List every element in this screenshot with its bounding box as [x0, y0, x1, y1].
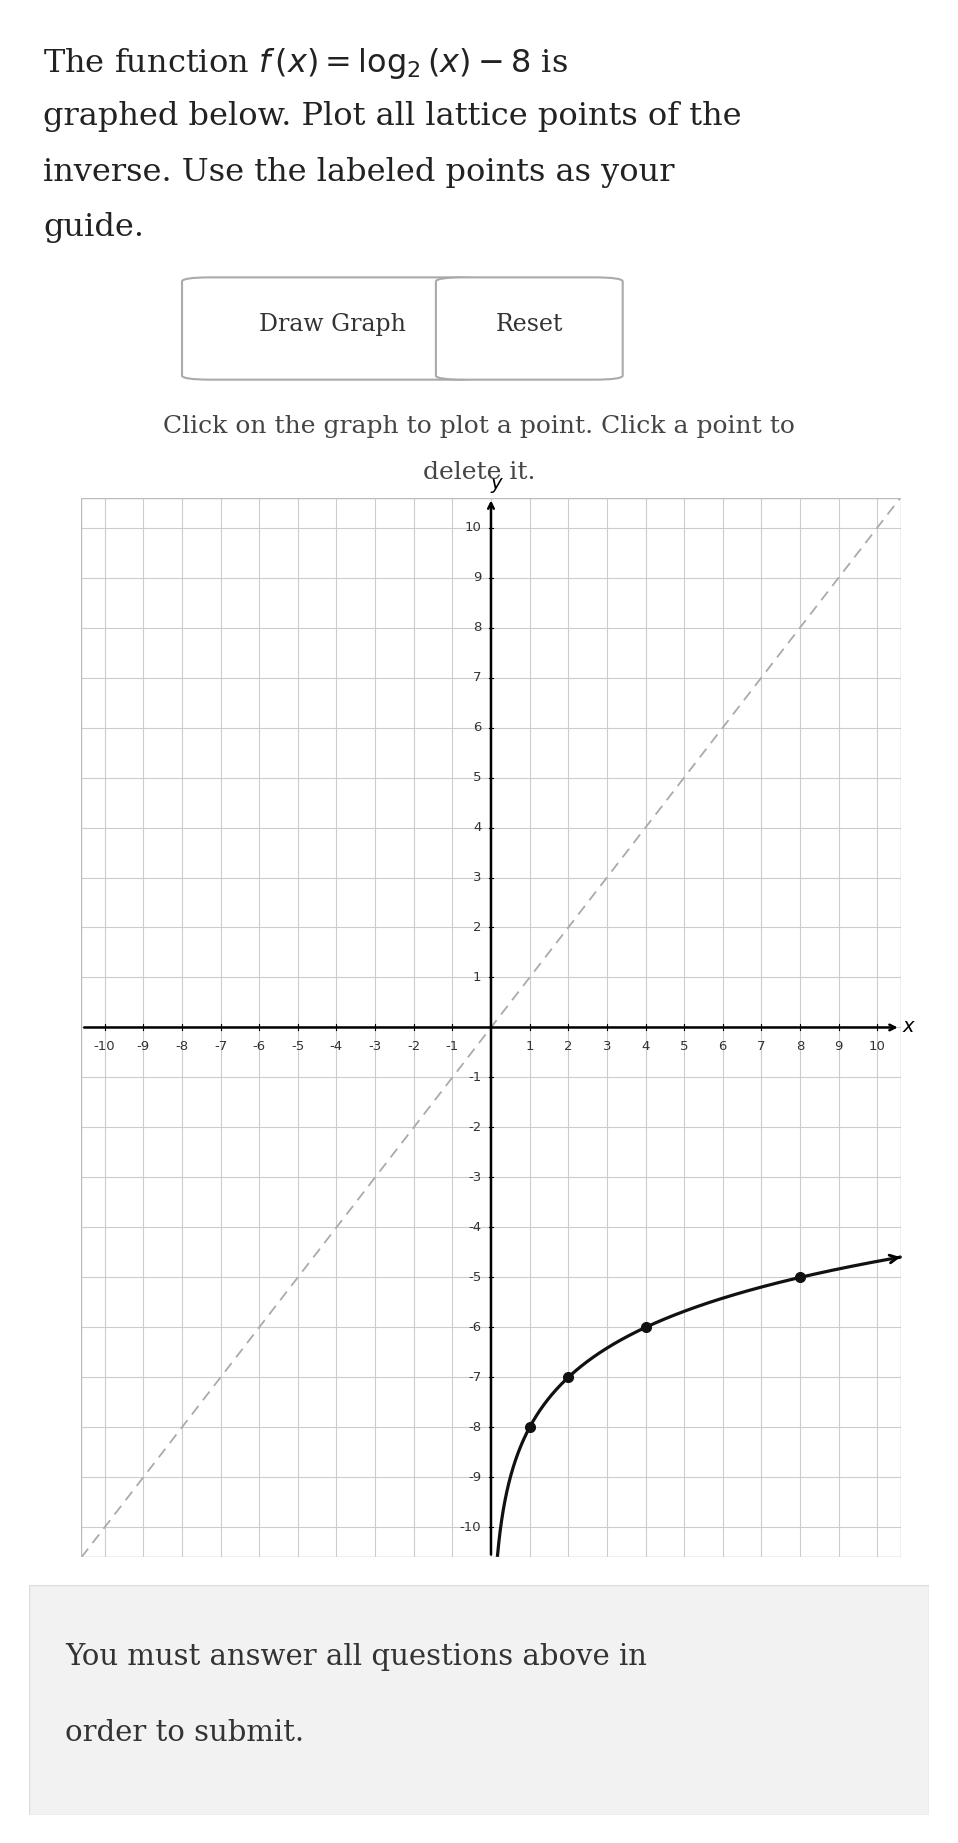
Text: -4: -4 — [468, 1220, 481, 1235]
Text: Reset: Reset — [496, 313, 563, 335]
Text: -4: -4 — [330, 1039, 343, 1052]
Text: -9: -9 — [137, 1039, 149, 1052]
Text: $x$: $x$ — [902, 1019, 917, 1036]
Text: 5: 5 — [680, 1039, 689, 1052]
Text: graphed below. Plot all lattice points of the: graphed below. Plot all lattice points o… — [43, 101, 741, 133]
Text: Click on the graph to plot a point. Click a point to: Click on the graph to plot a point. Clic… — [163, 415, 795, 437]
Text: $y$: $y$ — [490, 475, 504, 496]
Text: 8: 8 — [473, 621, 481, 634]
Text: order to submit.: order to submit. — [65, 1718, 304, 1747]
FancyBboxPatch shape — [436, 276, 623, 380]
Text: -7: -7 — [468, 1371, 481, 1384]
Text: -10: -10 — [460, 1520, 481, 1533]
Text: -6: -6 — [468, 1321, 481, 1334]
Text: Draw Graph: Draw Graph — [259, 313, 406, 335]
Text: -9: -9 — [468, 1471, 481, 1484]
Text: -3: -3 — [369, 1039, 381, 1052]
Text: 7: 7 — [473, 671, 481, 684]
Text: 2: 2 — [473, 922, 481, 934]
Text: -2: -2 — [468, 1121, 481, 1133]
Text: -8: -8 — [175, 1039, 189, 1052]
Text: 9: 9 — [834, 1039, 843, 1052]
Text: -1: -1 — [445, 1039, 459, 1052]
Text: 10: 10 — [869, 1039, 886, 1052]
Text: -2: -2 — [407, 1039, 421, 1052]
Text: 2: 2 — [564, 1039, 573, 1052]
Text: guide.: guide. — [43, 212, 144, 243]
Text: inverse. Use the labeled points as your: inverse. Use the labeled points as your — [43, 157, 674, 188]
Text: 9: 9 — [473, 571, 481, 584]
Text: 3: 3 — [473, 872, 481, 885]
Text: -5: -5 — [468, 1272, 481, 1285]
Text: 5: 5 — [473, 770, 481, 783]
Text: 3: 3 — [603, 1039, 611, 1052]
Text: 1: 1 — [473, 971, 481, 984]
Text: 10: 10 — [465, 522, 481, 534]
Text: -7: -7 — [214, 1039, 227, 1052]
Text: 8: 8 — [796, 1039, 805, 1052]
Text: -6: -6 — [253, 1039, 265, 1052]
Text: You must answer all questions above in: You must answer all questions above in — [65, 1642, 647, 1670]
FancyBboxPatch shape — [29, 1585, 929, 1815]
Text: -5: -5 — [291, 1039, 305, 1052]
Text: -3: -3 — [468, 1170, 481, 1183]
Text: delete it.: delete it. — [422, 461, 536, 483]
Text: -8: -8 — [468, 1421, 481, 1434]
FancyBboxPatch shape — [182, 276, 484, 380]
Text: 6: 6 — [718, 1039, 727, 1052]
Text: 4: 4 — [641, 1039, 650, 1052]
Text: -10: -10 — [94, 1039, 115, 1052]
Text: 1: 1 — [525, 1039, 534, 1052]
Text: -1: -1 — [468, 1071, 481, 1084]
Text: 4: 4 — [473, 820, 481, 835]
Text: 6: 6 — [473, 721, 481, 734]
Text: 7: 7 — [757, 1039, 765, 1052]
Text: The function $f\,(x) = \log_2(x) - 8$ is: The function $f\,(x) = \log_2(x) - 8$ is — [43, 46, 568, 81]
